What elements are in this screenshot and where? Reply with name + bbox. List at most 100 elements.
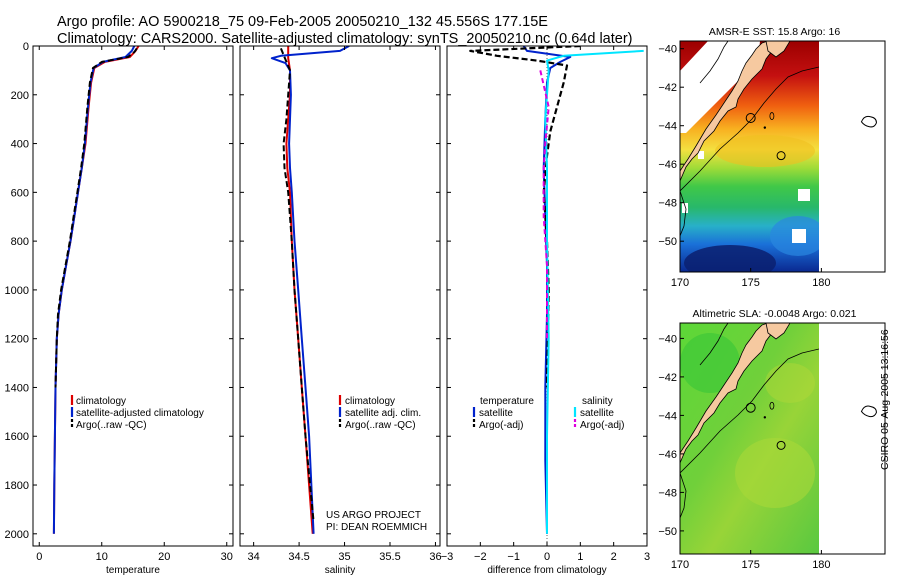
x-tick-label: 35.5: [379, 551, 400, 563]
y-tick-label: 1400: [5, 382, 29, 394]
x-tick-label: −1: [507, 551, 520, 563]
map-frame: [679, 40, 886, 273]
no-data-region: [821, 41, 885, 272]
y-tick-label: −50: [658, 526, 677, 538]
x-tick-label: 34.5: [288, 551, 309, 563]
panel-difference: −3 −2 −1 0 1 2 3 difference from climatology tem…: [441, 45, 650, 576]
x-tick-label: 35: [338, 551, 350, 563]
y-tick-label: −42: [658, 82, 677, 94]
missing-data-area: [680, 41, 760, 133]
x-tick-label: 170: [671, 559, 689, 571]
y-tick-label: −44: [658, 121, 677, 133]
no-data-region: [821, 323, 885, 554]
y-tick-label: 200: [11, 90, 29, 102]
pi-credit: PI: DEAN ROEMMICH: [326, 522, 427, 533]
cold-water-patch: [684, 245, 776, 272]
map-frame: [679, 322, 886, 555]
salinity-series: [270, 46, 350, 534]
chatham-islands-outline: [860, 405, 877, 418]
y-tick-label: −40: [658, 44, 677, 56]
y-tick-label: −40: [658, 333, 677, 345]
x-tick-label: 170: [671, 277, 689, 289]
y-tick-label: −42: [658, 372, 677, 384]
difference-legend: temperaturesatelliteArgo(-adj)salinitysa…: [472, 396, 624, 431]
x-tick-label: 175: [742, 277, 760, 289]
x-tick-label: −2: [474, 551, 487, 563]
print-stamp: CSIRO 05-Aug-2005 13:16:56: [879, 329, 891, 470]
x-tick-label: 3: [644, 551, 650, 563]
sla-high-patch: [735, 438, 815, 508]
argo-profile-marker: [776, 151, 786, 161]
land-mass: [680, 41, 819, 237]
x-tick-label: 1: [577, 551, 583, 563]
y-tick-label: 800: [11, 236, 29, 248]
x-tick-label: 180: [812, 559, 830, 571]
legend-label: satellite: [479, 408, 513, 419]
salinity-axes-frame: [239, 45, 441, 547]
y-tick-label: −48: [658, 487, 677, 499]
figure-header-line-1: Argo profile: AO 5900218_75 09-Feb-2005 …: [57, 14, 548, 30]
x-tick-label: 20: [158, 551, 170, 563]
chatham-islands-outline: [860, 115, 877, 128]
legend-label: Argo(..raw -QC): [76, 420, 147, 431]
y-tick-label: 600: [11, 187, 29, 199]
temperature-axes-frame: [32, 45, 234, 547]
missing-data-area: [682, 203, 688, 213]
y-tick-label: 2000: [5, 529, 29, 541]
north-island-tip: [765, 323, 791, 340]
missing-data-area: [698, 151, 704, 159]
bathymetry-contour: [680, 348, 819, 474]
legend-label: Argo(-adj): [479, 420, 523, 431]
small-island-marker: [763, 416, 767, 419]
y-tick-label: 400: [11, 139, 29, 151]
y-tick-label: 1600: [5, 431, 29, 443]
x-tick-label: 0: [36, 551, 42, 563]
missing-data-area: [798, 189, 810, 201]
series-line-salinity-argo-adj-: [539, 70, 550, 339]
y-tick-label: 1200: [5, 334, 29, 346]
y-tick-label: −44: [658, 410, 677, 422]
x-tick-label: 30: [221, 551, 233, 563]
chatham-rise-feature: [769, 112, 775, 120]
y-tick-label: 1000: [5, 285, 29, 297]
x-axis-label: difference from climatology: [487, 565, 606, 576]
sla-high-patch: [765, 363, 815, 403]
x-tick-label: 10: [96, 551, 108, 563]
series-line-argo-raw-qc-: [54, 47, 138, 388]
difference-series: [469, 46, 644, 534]
bathymetry-contour: [680, 472, 687, 519]
series-line-satellite-adj-clim-: [270, 46, 350, 534]
x-tick-label: 34: [248, 551, 260, 563]
temperature-series: [52, 46, 140, 534]
legend-heading: salinity: [582, 396, 613, 407]
land-mass: [680, 323, 819, 519]
small-island-marker: [763, 126, 767, 129]
north-island-tip: [765, 41, 791, 58]
panel-temperature: 0 10 20 30 temperature 0 200 400 600 800 1000 1200 1…: [5, 41, 234, 576]
y-tick-label: −46: [658, 159, 677, 171]
argo-profile-marker: [776, 440, 786, 450]
x-tick-label: 36: [429, 551, 441, 563]
y-tick-label: −50: [658, 236, 677, 248]
x-tick-label: 2: [611, 551, 617, 563]
bathymetry-contour: [699, 41, 729, 84]
sst-map: AMSR-E SST: 15.8 Argo: 16 170 175 180 −40 −42…: [658, 26, 886, 289]
series-line-temperature-argo-adj-: [469, 46, 581, 388]
legend-label: Argo(-adj): [580, 420, 624, 431]
x-axis-label: salinity: [325, 565, 356, 576]
sla-low-patch: [680, 333, 740, 393]
legend-label: satellite adj. clim.: [345, 408, 421, 419]
chatham-rise-feature: [769, 401, 775, 410]
panel-salinity: 34 34.5 35 35.5 36 salinity climatologysatelli…: [239, 45, 442, 576]
bathymetry-contour: [699, 323, 729, 366]
x-tick-label: −3: [441, 551, 454, 563]
x-tick-label: 175: [742, 559, 760, 571]
series-line-salinity-satellite: [544, 49, 644, 534]
missing-data-area: [792, 229, 806, 243]
y-tick-label: 0: [23, 41, 29, 53]
legend-label: Argo(..raw -QC): [345, 420, 416, 431]
y-tick-label: −46: [658, 449, 677, 461]
